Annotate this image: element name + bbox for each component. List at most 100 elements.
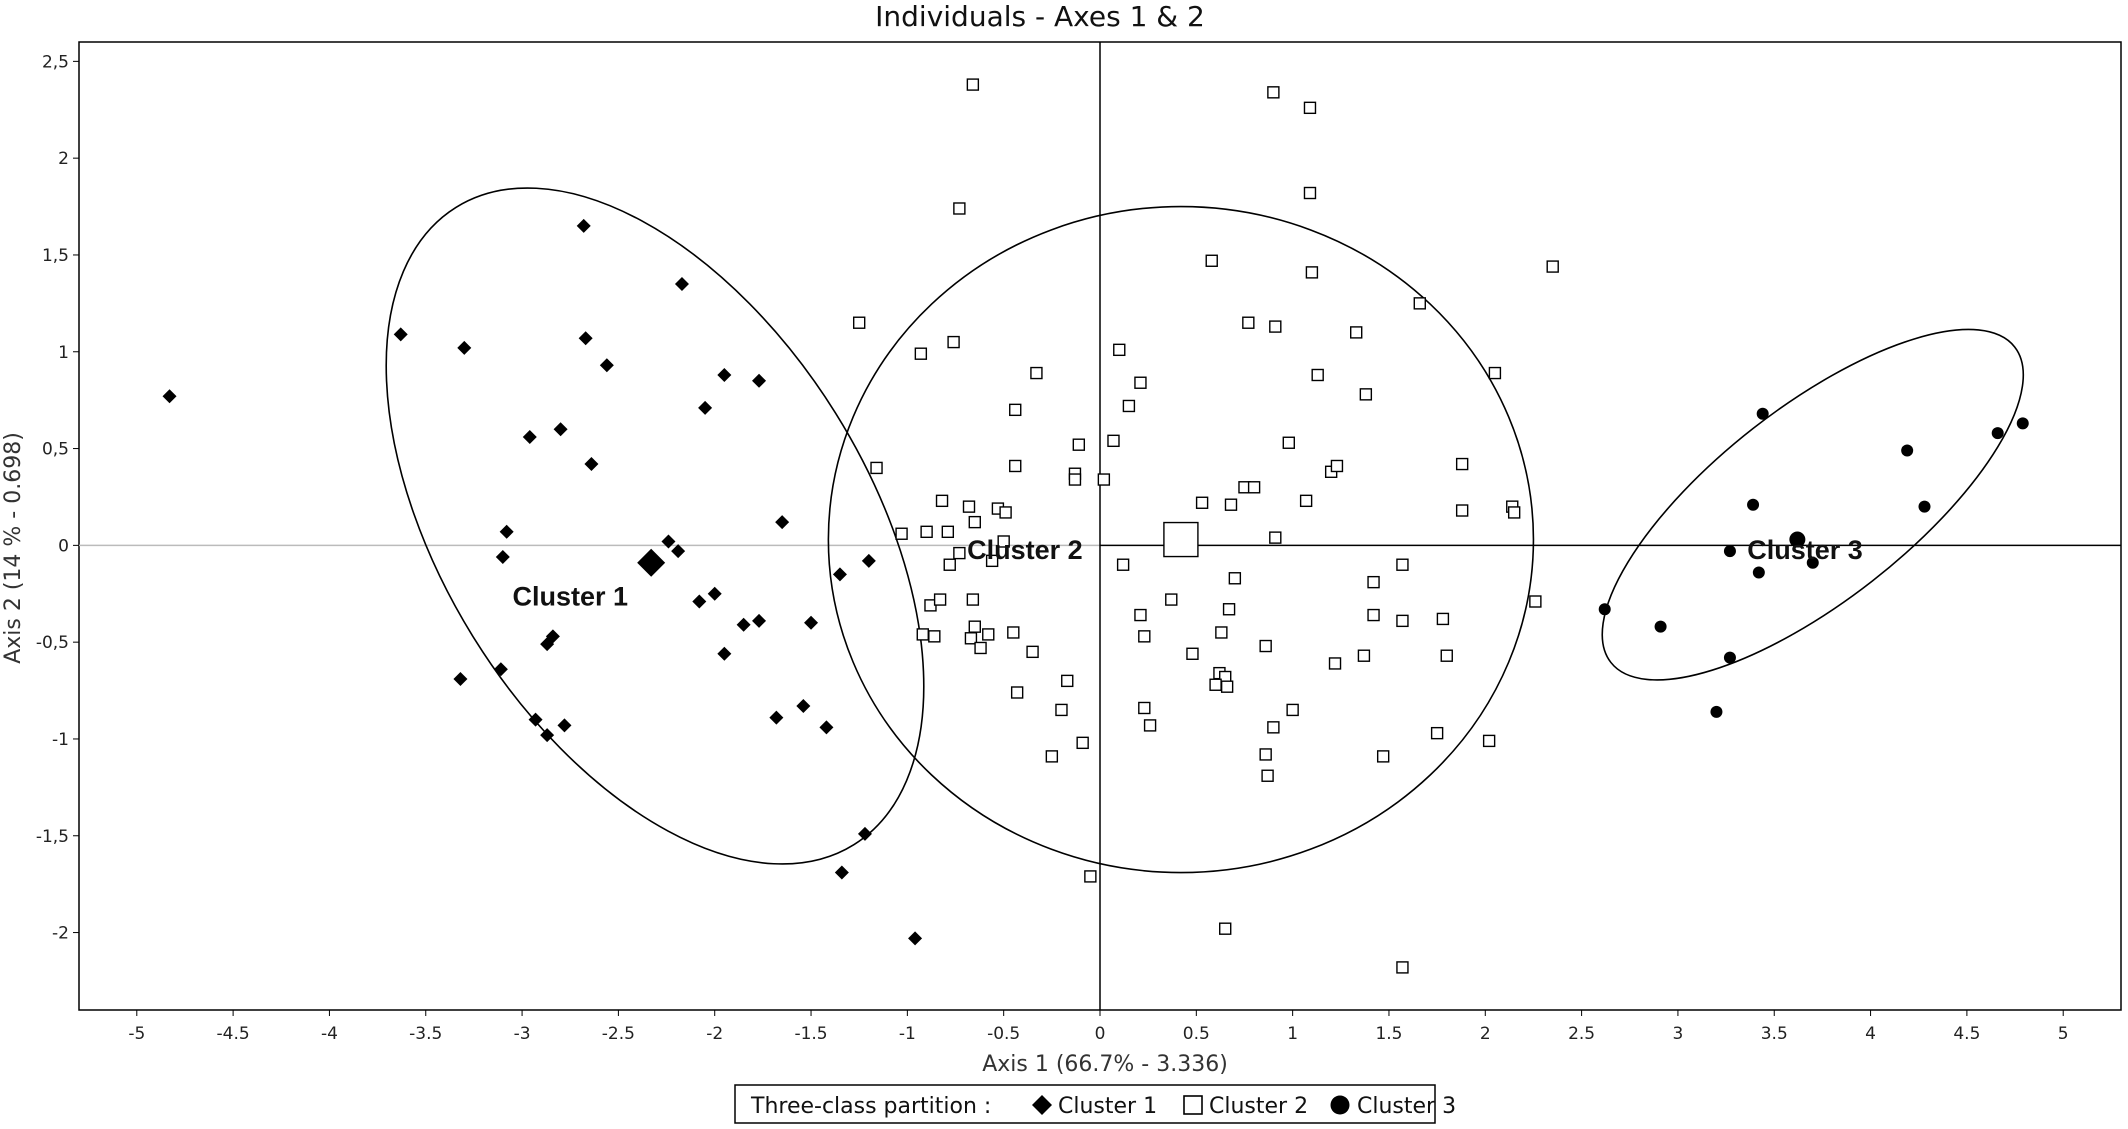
x-tick-label: 3.5 xyxy=(1761,1024,1788,1044)
cluster-1-point xyxy=(393,327,408,342)
cluster-2-point xyxy=(935,494,949,508)
cluster-1-point xyxy=(553,422,568,437)
cluster-1-point xyxy=(540,728,555,743)
x-tick-label: 0 xyxy=(1095,1024,1106,1044)
cluster-2-point xyxy=(1529,595,1542,608)
cluster-2-point xyxy=(1242,316,1255,329)
cluster-2-point xyxy=(1072,438,1086,451)
cluster-2-point xyxy=(1330,459,1344,473)
y-tick-label: -0,5 xyxy=(36,633,69,653)
cluster-1-point xyxy=(674,277,689,291)
x-tick-label: -2 xyxy=(706,1024,723,1044)
x-tick-label: -1.5 xyxy=(794,1024,827,1044)
cluster-3-point xyxy=(1901,444,1914,457)
cluster-2-point xyxy=(1357,649,1371,662)
cluster-labels: Cluster 1 Cluster 2 Cluster 3 xyxy=(512,535,1862,611)
cluster-2-point xyxy=(1222,603,1236,616)
cluster-1-point xyxy=(578,331,593,346)
x-tick-label: -2.5 xyxy=(602,1024,635,1044)
cluster-2-point xyxy=(1455,504,1469,517)
cluster-3-point xyxy=(1806,556,1819,569)
y-tick-label: -1,5 xyxy=(36,827,69,847)
cluster-2-point xyxy=(1195,496,1209,509)
cluster-2-point xyxy=(1259,639,1272,653)
legend-title: Three-class partition : xyxy=(750,1094,991,1119)
cluster-2-point xyxy=(1138,701,1151,715)
cluster-2-point xyxy=(920,525,933,539)
cluster-2-point xyxy=(1269,531,1282,544)
cluster-centroids xyxy=(637,521,1806,577)
x-tick-label: 0.5 xyxy=(1183,1024,1210,1044)
cluster-2-point xyxy=(1165,593,1178,606)
cluster-2-point xyxy=(1359,388,1373,401)
cluster-2-point xyxy=(1220,680,1234,693)
data-points xyxy=(162,78,2029,974)
cluster-2-point xyxy=(933,593,947,606)
legend-entry-cluster-1: Cluster 1 xyxy=(1058,1094,1157,1119)
cluster-2-point xyxy=(982,628,995,641)
cluster-2-point xyxy=(1436,612,1450,626)
cluster-2-point xyxy=(1455,457,1469,471)
x-tick-label: 4 xyxy=(1865,1024,1876,1044)
y-tick-label: 2 xyxy=(58,149,69,169)
legend-entry-cluster-2: Cluster 2 xyxy=(1209,1094,1308,1119)
cluster-2-point xyxy=(1303,101,1317,115)
x-tick-label: -4 xyxy=(321,1024,338,1044)
cluster-2-point xyxy=(1507,506,1521,519)
cluster-2-point xyxy=(999,506,1012,519)
cluster-2-point xyxy=(1228,572,1242,585)
x-tick-label: -3 xyxy=(514,1024,531,1044)
cluster-2-point xyxy=(1116,558,1130,571)
cluster-2-point xyxy=(1440,649,1453,662)
cluster-1-point xyxy=(834,865,849,880)
cluster-1-point xyxy=(671,544,686,559)
cluster-1-point xyxy=(584,457,599,472)
cluster-3-point xyxy=(1598,603,1611,616)
cluster-2-point xyxy=(1219,922,1232,935)
cluster-1-point xyxy=(162,389,177,404)
cluster-2-point xyxy=(941,525,955,539)
y-tick-label: 2,5 xyxy=(42,52,69,72)
cluster-2-point xyxy=(968,515,981,529)
cluster-3-point xyxy=(1752,566,1765,579)
cluster-2-point xyxy=(1328,657,1342,670)
x-tick-label: 1.5 xyxy=(1375,1024,1402,1044)
cluster-1-point xyxy=(493,662,508,677)
cluster-2-point xyxy=(1546,260,1559,273)
x-tick-label: -0.5 xyxy=(987,1024,1020,1044)
cluster-2-point xyxy=(1134,376,1147,389)
cluster-2-point xyxy=(1367,608,1380,622)
x-tick-label: 4.5 xyxy=(1953,1024,1980,1044)
cluster-3-point xyxy=(1756,407,1769,420)
cluster-2-point xyxy=(852,316,866,329)
cluster-2-point xyxy=(1261,769,1274,782)
cluster-1-centroid xyxy=(637,548,666,577)
cluster-2-point xyxy=(895,527,908,540)
cluster-1-point xyxy=(804,615,819,630)
cluster-2-point xyxy=(962,500,976,513)
cluster-2-ellipse xyxy=(827,205,1535,874)
cluster-2-point xyxy=(1097,473,1111,486)
y-tick-label: 0,5 xyxy=(42,440,69,460)
x-tick-label: 1 xyxy=(1287,1024,1298,1044)
legend-square-icon xyxy=(1183,1095,1203,1115)
cluster-2-point xyxy=(997,535,1010,548)
cluster-2-point xyxy=(947,335,960,349)
cluster-3-point xyxy=(1747,498,1760,511)
cluster-1-point xyxy=(528,712,543,727)
cluster-1-point xyxy=(499,524,514,539)
y-tick-label: -1 xyxy=(52,730,69,750)
cluster-2-point xyxy=(1061,674,1074,688)
cluster-1-point xyxy=(752,373,767,388)
y-axis-ticks: 2,5 2 1,5 1 0,5 0 -0,5 -1 -1,5 -2 xyxy=(36,52,79,944)
origin-axes xyxy=(79,42,2121,1010)
cluster-2-point xyxy=(1482,734,1496,748)
cluster-2-point xyxy=(1430,726,1444,740)
cluster-3-label: Cluster 3 xyxy=(1747,535,1863,565)
x-axis-title: Axis 1 (66.7% - 3.336) xyxy=(982,1052,1228,1077)
legend-entry-cluster-3: Cluster 3 xyxy=(1357,1094,1456,1119)
cluster-2-point xyxy=(1247,481,1261,494)
y-tick-label: 1,5 xyxy=(42,246,69,266)
x-axis-ticks: -5 -4.5 -4 -3.5 -3 -2.5 -2 -1.5 -1 -0.5 0 0.5 1 1.5 2 2… xyxy=(128,1010,2069,1044)
